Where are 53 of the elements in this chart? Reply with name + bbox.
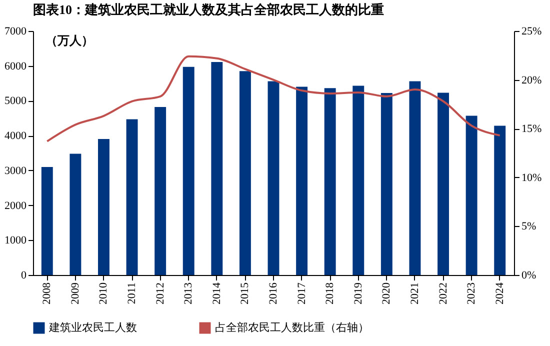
y-tick-label: 7000: [4, 26, 27, 38]
y2-tick-label: 0%: [522, 270, 536, 282]
bar: [409, 81, 421, 275]
bar: [268, 81, 280, 275]
x-tick-label: 2020: [380, 282, 393, 304]
y2-tick-label: 10%: [522, 172, 542, 184]
x-tick-label: 2022: [437, 282, 450, 304]
bar: [296, 86, 308, 275]
bar: [380, 93, 392, 275]
chart-title: 图表10：建筑业农民工就业人数及其占全部农民工人数的比重: [33, 2, 384, 17]
x-tick-label: 2009: [69, 282, 82, 304]
line-series: [46, 55, 501, 142]
x-tick-label: 2018: [324, 282, 336, 304]
x-tick-label: 2019: [352, 282, 364, 304]
y-axis-title: （万人）: [46, 34, 94, 48]
bar: [239, 71, 251, 275]
y-tick-label: 4000: [4, 130, 27, 142]
y-tick-label: 3000: [4, 164, 27, 177]
x-tick-label: 2013: [182, 282, 195, 304]
bar: [324, 88, 336, 275]
legend-label: 建筑业农民工人数: [48, 321, 137, 334]
y2-tick-label: 20%: [522, 74, 542, 86]
x-tick-label: 2015: [239, 282, 252, 304]
x-tick-label: 2014: [210, 282, 223, 304]
bar: [41, 166, 53, 275]
bar: [438, 92, 449, 275]
x-tick-label: 2016: [268, 282, 280, 304]
y-tick-label: 0: [21, 270, 27, 282]
bar: [126, 119, 138, 275]
bar: [466, 116, 478, 275]
bar: [211, 62, 223, 275]
y-tick-label: 6000: [4, 60, 27, 72]
y-tick-label: 2000: [4, 200, 27, 212]
bar: [70, 154, 82, 275]
x-tick-label: 2011: [126, 282, 138, 304]
legend-label: 占全部农民工人数比重（右轴）: [215, 321, 369, 334]
y-tick-label: 5000: [4, 95, 27, 108]
x-tick-label: 2010: [98, 282, 110, 304]
y2-tick-label: 15%: [522, 123, 542, 136]
x-tick-label: 2012: [154, 282, 166, 304]
bar: [352, 86, 364, 275]
x-tick-label: 2017: [296, 282, 308, 304]
y-tick-label: 1000: [4, 234, 27, 247]
bar: [154, 106, 166, 275]
x-tick-label: 2024: [494, 282, 506, 304]
bar: [182, 66, 194, 275]
x-tick-label: 2008: [41, 282, 54, 304]
y2-tick-label: 5%: [522, 220, 536, 233]
x-tick-label: 2021: [408, 282, 421, 304]
bar: [98, 139, 110, 275]
x-tick-label: 2023: [466, 282, 478, 304]
y2-tick-label: 25%: [522, 26, 542, 38]
bar: [494, 126, 506, 275]
